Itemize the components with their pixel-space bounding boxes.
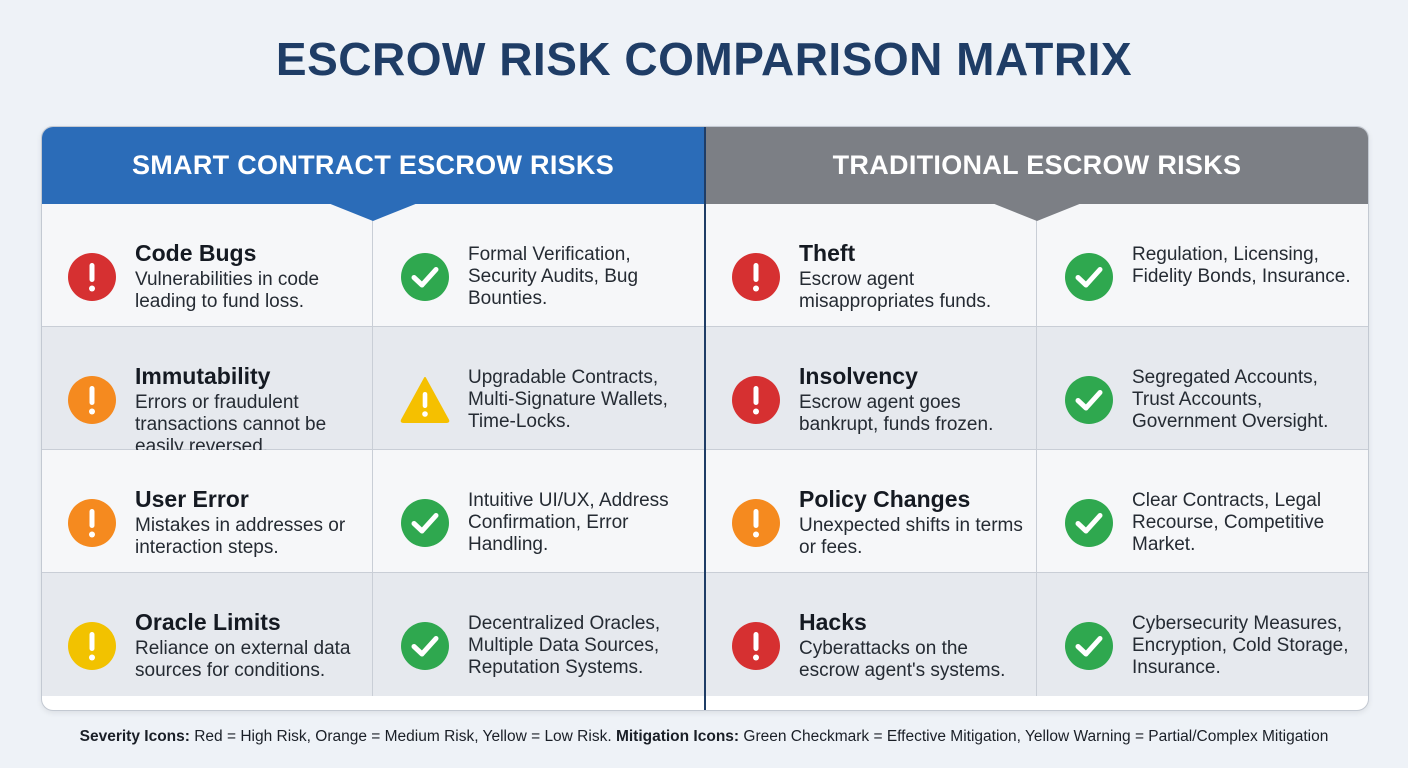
risk-description: Mistakes in addresses or interaction ste… (135, 515, 346, 558)
risk-title: Theft (799, 240, 856, 266)
risk-row: User Error Mistakes in addresses or inter… (42, 450, 704, 573)
exclamation-icon (732, 622, 780, 670)
risk-text: Insolvency Escrow agent goes bankrupt, fu… (799, 363, 1024, 436)
risk-description: Escrow agent misappropriates funds. (799, 269, 992, 312)
mitigation-text: Upgradable Contracts, Multi-Signature Wa… (468, 367, 668, 432)
mitigation-cell: Segregated Accounts, Trust Accounts, Gov… (1037, 327, 1368, 449)
risk-row: Insolvency Escrow agent goes bankrupt, fu… (706, 327, 1368, 450)
checkmark-icon (401, 253, 449, 301)
smart-contract-rows: Code Bugs Vulnerabilities in code leading… (42, 204, 704, 710)
risk-text: Oracle Limits Reliance on external data s… (135, 609, 360, 682)
risk-cell: Insolvency Escrow agent goes bankrupt, fu… (706, 327, 1037, 449)
risk-row: Code Bugs Vulnerabilities in code leading… (42, 204, 704, 327)
traditional-panel: TRADITIONAL ESCROW RISKS Theft Escrow age… (706, 127, 1368, 710)
risk-row: Oracle Limits Reliance on external data s… (42, 573, 704, 696)
comparison-matrix: SMART CONTRACT ESCROW RISKS Code Bugs Vul… (41, 126, 1369, 711)
risk-description: Cyberattacks on the escrow agent's syste… (799, 638, 1006, 681)
risk-text: User Error Mistakes in addresses or inter… (135, 486, 360, 559)
exclamation-icon (68, 253, 116, 301)
traditional-header: TRADITIONAL ESCROW RISKS (706, 127, 1368, 204)
mitigation-cell: Regulation, Licensing, Fidelity Bonds, I… (1037, 204, 1368, 326)
risk-text: Policy Changes Unexpected shifts in terms… (799, 486, 1024, 559)
checkmark-icon (1065, 253, 1113, 301)
checkmark-icon (1065, 499, 1113, 547)
exclamation-icon (68, 376, 116, 424)
risk-row: Policy Changes Unexpected shifts in terms… (706, 450, 1368, 573)
risk-description: Errors or fraudulent transactions cannot… (135, 392, 327, 457)
risk-title: Policy Changes (799, 486, 971, 512)
exclamation-icon (732, 499, 780, 547)
risk-cell: Theft Escrow agent misappropriates funds. (706, 204, 1037, 326)
risk-description: Vulnerabilities in code leading to fund … (135, 269, 320, 312)
mitigation-cell: Cybersecurity Measures, Encryption, Cold… (1037, 573, 1368, 696)
icon-legend: Severity Icons: Red = High Risk, Orange … (0, 728, 1408, 746)
risk-row: Immutability Errors or fraudulent transac… (42, 327, 704, 457)
warning-triangle-icon (400, 377, 450, 423)
page-title: ESCROW RISK COMPARISON MATRIX (275, 33, 1133, 85)
risk-title: Code Bugs (135, 240, 257, 266)
exclamation-icon (68, 622, 116, 670)
risk-title: Immutability (135, 363, 271, 389)
risk-text: Theft Escrow agent misappropriates funds. (799, 240, 1024, 313)
mitigation-cell: Clear Contracts, Legal Recourse, Competi… (1037, 450, 1368, 572)
mitigation-text: Segregated Accounts, Trust Accounts, Gov… (1132, 367, 1329, 432)
header-pointer (992, 203, 1082, 221)
mitigation-cell: Upgradable Contracts, Multi-Signature Wa… (373, 327, 704, 449)
mitigation-text: Decentralized Oracles, Multiple Data Sou… (468, 613, 661, 678)
risk-title: Hacks (799, 609, 867, 635)
header-pointer (328, 203, 418, 221)
smart-contract-panel: SMART CONTRACT ESCROW RISKS Code Bugs Vul… (42, 127, 704, 710)
risk-cell: Immutability Errors or fraudulent transac… (42, 327, 373, 457)
mitigation-text: Regulation, Licensing, Fidelity Bonds, I… (1132, 244, 1351, 287)
risk-title: User Error (135, 486, 249, 512)
severity-legend-label: Severity Icons: (79, 728, 190, 745)
column-divider (704, 127, 706, 710)
risk-description: Reliance on external data sources for co… (135, 638, 351, 681)
mitigation-text: Formal Verification, Security Audits, Bu… (468, 244, 639, 309)
risk-cell: Code Bugs Vulnerabilities in code leading… (42, 204, 373, 326)
risk-cell: Hacks Cyberattacks on the escrow agent's … (706, 573, 1037, 696)
mitigation-text: Intuitive UI/UX, Address Confirmation, E… (468, 490, 669, 555)
risk-description: Escrow agent goes bankrupt, funds frozen… (799, 392, 994, 435)
mitigation-text: Cybersecurity Measures, Encryption, Cold… (1132, 613, 1349, 678)
checkmark-icon (1065, 376, 1113, 424)
risk-text: Immutability Errors or fraudulent transac… (135, 363, 360, 458)
exclamation-icon (732, 253, 780, 301)
mitigation-legend-text: Green Checkmark = Effective Mitigation, … (743, 728, 1329, 745)
risk-text: Code Bugs Vulnerabilities in code leading… (135, 240, 360, 313)
checkmark-icon (401, 499, 449, 547)
risk-cell: User Error Mistakes in addresses or inter… (42, 450, 373, 572)
mitigation-cell: Formal Verification, Security Audits, Bu… (373, 204, 704, 326)
risk-title: Insolvency (799, 363, 918, 389)
risk-row: Theft Escrow agent misappropriates funds.… (706, 204, 1368, 327)
checkmark-icon (401, 622, 449, 670)
exclamation-icon (732, 376, 780, 424)
checkmark-icon (1065, 622, 1113, 670)
exclamation-icon (68, 499, 116, 547)
risk-cell: Policy Changes Unexpected shifts in terms… (706, 450, 1037, 572)
risk-title: Oracle Limits (135, 609, 281, 635)
mitigation-cell: Intuitive UI/UX, Address Confirmation, E… (373, 450, 704, 572)
mitigation-legend-label: Mitigation Icons: (615, 728, 740, 745)
risk-cell: Oracle Limits Reliance on external data s… (42, 573, 373, 696)
mitigation-cell: Decentralized Oracles, Multiple Data Sou… (373, 573, 704, 696)
severity-legend-text: Red = High Risk, Orange = Medium Risk, Y… (194, 728, 612, 745)
traditional-rows: Theft Escrow agent misappropriates funds.… (706, 204, 1368, 710)
risk-description: Unexpected shifts in terms or fees. (799, 515, 1023, 558)
risk-text: Hacks Cyberattacks on the escrow agent's … (799, 609, 1024, 682)
risk-row: Hacks Cyberattacks on the escrow agent's … (706, 573, 1368, 696)
smart-contract-header: SMART CONTRACT ESCROW RISKS (42, 127, 704, 204)
mitigation-text: Clear Contracts, Legal Recourse, Competi… (1132, 490, 1325, 555)
